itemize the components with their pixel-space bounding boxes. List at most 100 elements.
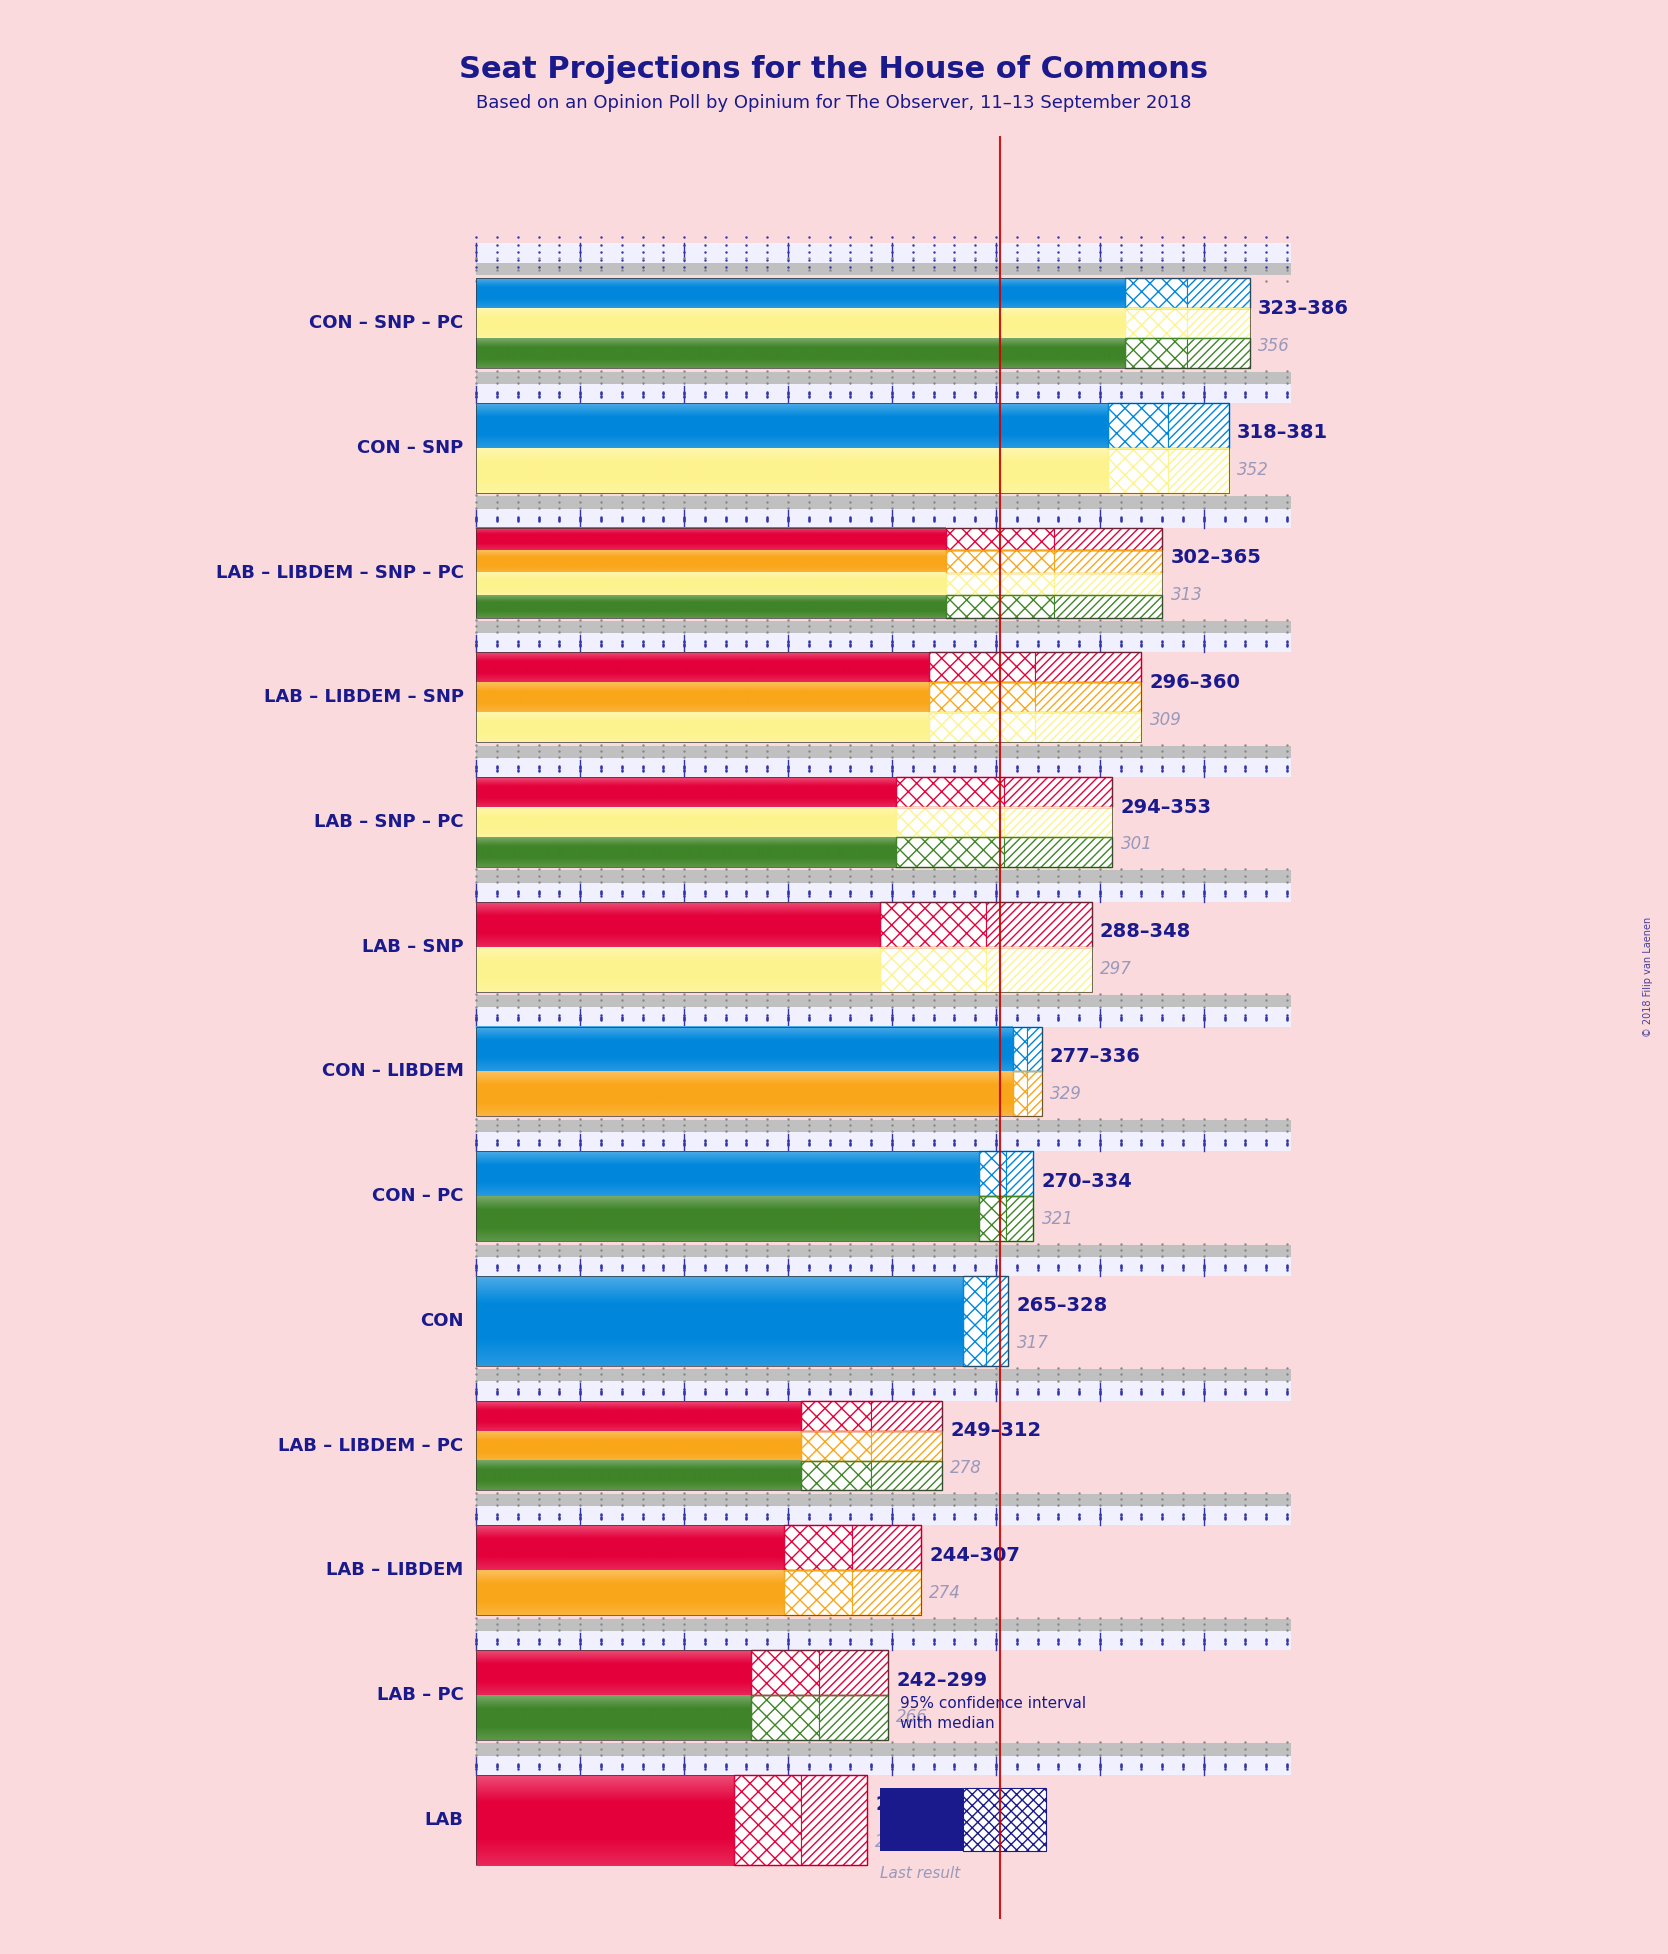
Bar xyxy=(962,1788,1046,1850)
Bar xyxy=(946,551,1163,573)
Bar xyxy=(1124,338,1188,367)
Text: 278: 278 xyxy=(951,1460,982,1477)
Bar xyxy=(962,1276,986,1366)
Bar xyxy=(1004,807,1113,836)
Bar xyxy=(475,1131,1291,1151)
Bar xyxy=(986,1276,1009,1366)
Text: 294–353: 294–353 xyxy=(1121,797,1211,817)
Bar xyxy=(1004,836,1113,868)
Bar xyxy=(1124,277,1249,309)
Text: 317: 317 xyxy=(1017,1335,1049,1352)
Text: 313: 313 xyxy=(1171,586,1203,604)
Bar xyxy=(979,1196,1034,1241)
Text: 262: 262 xyxy=(876,1833,907,1850)
Bar xyxy=(475,1245,1291,1258)
Bar xyxy=(475,403,1229,492)
Bar xyxy=(801,1401,942,1430)
Bar xyxy=(1054,528,1163,551)
Bar xyxy=(1188,309,1249,338)
Bar xyxy=(751,1649,819,1694)
Bar xyxy=(879,1788,962,1850)
Text: 318–381: 318–381 xyxy=(1238,424,1328,442)
Bar xyxy=(475,496,1291,510)
Bar xyxy=(475,1526,921,1616)
Bar xyxy=(979,1196,1006,1241)
Bar xyxy=(1124,338,1249,367)
Bar xyxy=(475,1618,1291,1634)
Bar xyxy=(734,1774,867,1864)
Bar xyxy=(946,573,1163,596)
Bar xyxy=(475,1008,1291,1026)
Bar xyxy=(1036,713,1141,743)
Bar xyxy=(475,995,1291,1008)
Text: 249–312: 249–312 xyxy=(951,1421,1041,1440)
Text: Seat Projections for the House of Commons: Seat Projections for the House of Common… xyxy=(459,55,1209,84)
Bar xyxy=(475,1151,1034,1241)
Bar xyxy=(1054,596,1163,617)
Text: 242–299: 242–299 xyxy=(896,1671,987,1690)
Bar xyxy=(475,1649,887,1739)
Bar xyxy=(986,903,1091,948)
Bar xyxy=(1036,682,1141,713)
Bar xyxy=(475,371,1291,385)
Text: © 2018 Filip van Laenen: © 2018 Filip van Laenen xyxy=(1643,916,1653,1038)
Bar xyxy=(475,244,1291,262)
Text: LAB – SNP – PC: LAB – SNP – PC xyxy=(314,813,464,830)
Text: 277–336: 277–336 xyxy=(1049,1047,1141,1067)
Bar xyxy=(475,621,1291,635)
Bar xyxy=(1006,1151,1034,1196)
Bar xyxy=(1124,309,1249,338)
Bar xyxy=(852,1526,921,1571)
Text: 329: 329 xyxy=(1049,1084,1083,1102)
Bar xyxy=(929,713,1036,743)
Bar xyxy=(1188,277,1249,309)
Text: 265–328: 265–328 xyxy=(1017,1296,1108,1315)
Bar xyxy=(801,1460,871,1491)
Text: LAB – PC: LAB – PC xyxy=(377,1686,464,1704)
Bar xyxy=(475,508,1291,528)
Bar xyxy=(475,277,1249,367)
Bar xyxy=(896,836,1004,868)
Bar xyxy=(929,653,1036,682)
Bar xyxy=(946,596,1163,617)
Bar xyxy=(879,948,1091,991)
Text: 302–365: 302–365 xyxy=(1171,549,1261,567)
Text: 270–334: 270–334 xyxy=(1041,1172,1133,1190)
Bar xyxy=(871,1460,942,1491)
Text: LAB – LIBDEM – PC: LAB – LIBDEM – PC xyxy=(279,1436,464,1454)
Text: CON – LIBDEM: CON – LIBDEM xyxy=(322,1063,464,1081)
Bar xyxy=(871,1430,942,1460)
Bar xyxy=(1036,653,1141,682)
Bar xyxy=(475,1276,1009,1366)
Bar xyxy=(879,903,986,948)
Bar xyxy=(475,778,1113,868)
Bar xyxy=(896,778,1004,807)
Bar xyxy=(1054,573,1163,596)
Text: Last result: Last result xyxy=(879,1866,959,1882)
Text: 297: 297 xyxy=(1099,959,1133,979)
Bar xyxy=(475,1381,1291,1401)
Bar xyxy=(896,778,1113,807)
Bar xyxy=(1108,447,1169,492)
Bar xyxy=(475,633,1291,653)
Bar xyxy=(475,653,1141,743)
Bar xyxy=(475,903,1091,991)
Bar xyxy=(751,1649,887,1694)
Text: 237–294: 237–294 xyxy=(876,1796,966,1813)
Bar xyxy=(1124,277,1188,309)
Bar xyxy=(819,1649,887,1694)
Text: LAB – LIBDEM – SNP – PC: LAB – LIBDEM – SNP – PC xyxy=(215,563,464,582)
Bar xyxy=(734,1774,801,1864)
Bar xyxy=(1108,403,1169,447)
Text: 356: 356 xyxy=(1258,336,1289,356)
Text: LAB: LAB xyxy=(425,1811,464,1829)
Bar xyxy=(929,682,1141,713)
Bar xyxy=(896,807,1113,836)
Text: CON – PC: CON – PC xyxy=(372,1188,464,1206)
Bar xyxy=(475,260,1291,276)
Text: 244–307: 244–307 xyxy=(929,1546,1021,1565)
Bar xyxy=(979,1151,1034,1196)
Bar xyxy=(475,1632,1291,1649)
Bar xyxy=(801,1460,942,1491)
Bar xyxy=(1124,309,1188,338)
